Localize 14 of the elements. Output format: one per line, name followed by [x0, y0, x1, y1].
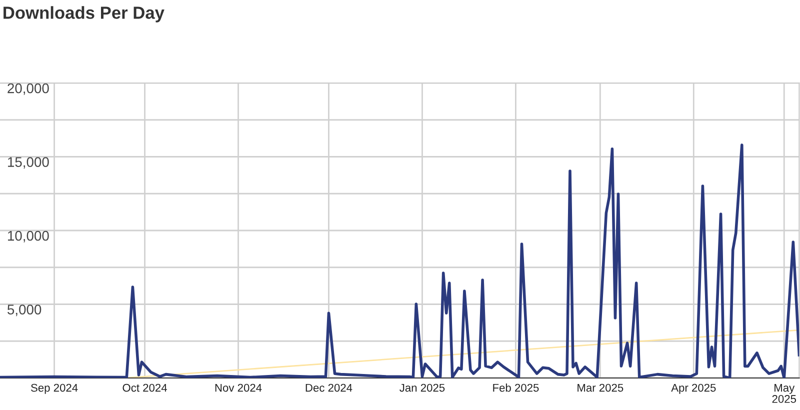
x-tick-label: Mar 2025: [578, 384, 624, 392]
x-tick-label: Nov 2024: [215, 384, 262, 392]
x-tick-label: Jan 2025: [400, 384, 445, 392]
y-tick-label: 15,000: [8, 157, 49, 169]
x-tick-label: Apr 2025: [671, 384, 716, 394]
x-tick-label: Oct 2024: [122, 384, 167, 392]
y-tick-label: 5,000: [8, 304, 42, 316]
x-tick-label: Sep 2024: [31, 384, 78, 394]
y-tick-label: 20,000: [8, 83, 49, 95]
y-tick-label: 10,000: [8, 230, 49, 242]
x-tick-label: Dec 2024: [306, 384, 352, 392]
x-tick-label: Feb 2025: [493, 384, 539, 392]
chart-title: Downloads Per Day: [4, 6, 164, 22]
x-tick-label: May 2025: [772, 384, 796, 403]
